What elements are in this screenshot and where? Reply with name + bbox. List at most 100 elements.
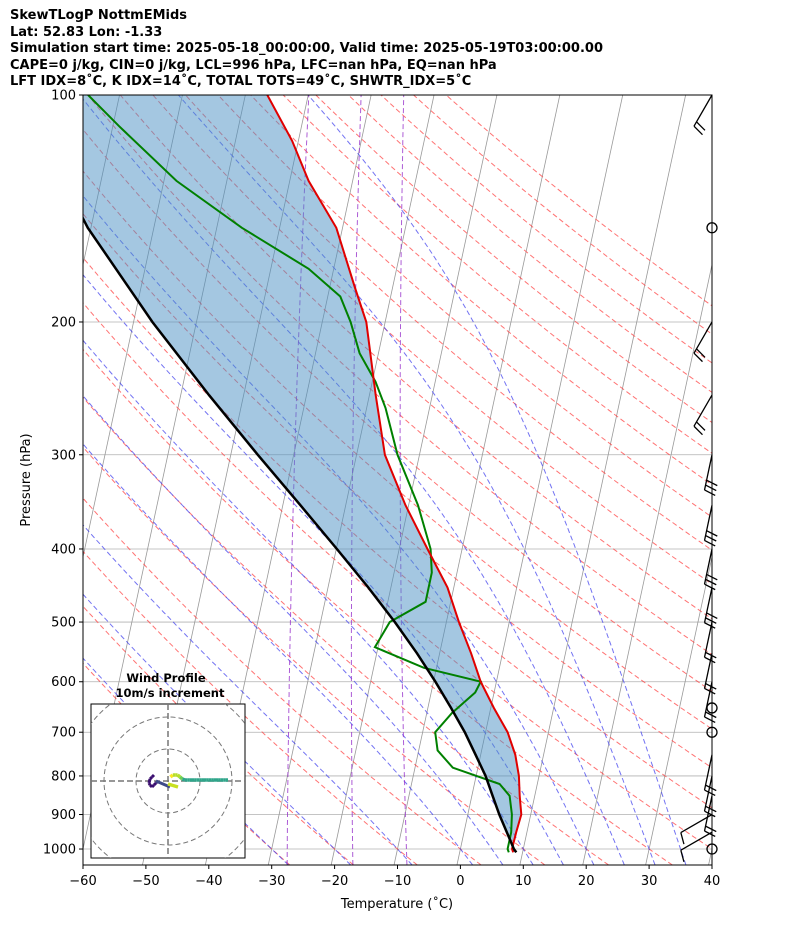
x-tick-label: −30: [258, 874, 285, 889]
wind-barb: [703, 621, 717, 664]
barb-staff: [703, 775, 713, 812]
barb-staff: [693, 394, 713, 427]
time-line: Simulation start time: 2025-05-18_00:00:…: [10, 41, 603, 56]
barb-staff: [693, 321, 713, 354]
hodograph-subtitle: 10m/s increment: [116, 686, 225, 700]
y-axis-label: Pressure (hPa): [19, 433, 34, 526]
x-tick-label: 40: [704, 874, 721, 889]
dewpoint-line: [87, 95, 513, 853]
isotherm-line: [708, 847, 712, 865]
barb-feather: [704, 489, 716, 497]
hodograph-segment: [152, 781, 158, 787]
hodograph-segment: [147, 782, 152, 786]
y-tick-label: 100: [51, 89, 76, 104]
barb-feather: [693, 425, 703, 436]
dry-adiabat-line: [83, 256, 712, 809]
dry-adiabat-line: [83, 497, 482, 865]
barb-feather: [704, 687, 716, 695]
barb-feather: [705, 784, 717, 792]
y-tick-label: 400: [51, 542, 76, 557]
wind-barb: [703, 681, 717, 723]
barb-staff: [703, 548, 713, 585]
x-axis-ticks: −60 −50 −40 −30 −20 −10 0 10 20 30 40: [69, 865, 720, 889]
hodograph-segment: [148, 775, 154, 781]
hodograph-segment: [169, 773, 174, 779]
barb-feather: [704, 830, 716, 838]
dry-adiabat-line: [83, 605, 354, 865]
barb-feather: [706, 573, 718, 581]
hodograph-segment: [147, 778, 152, 784]
chart-title-block: SkewTLogP NottmEMids Lat: 52.83 Lon: -1.…: [10, 8, 603, 91]
wind-barb: [703, 775, 717, 818]
barb-feather: [704, 656, 716, 664]
y-tick-label: 200: [51, 315, 76, 330]
barb-feather: [706, 530, 718, 537]
barb-feather: [706, 479, 718, 487]
hodograph-segment: [148, 783, 154, 789]
moist-adiabat-line: [83, 524, 413, 865]
hodograph-segment: [150, 773, 156, 779]
hodograph-plot: [91, 704, 245, 858]
dry-adiabat-line: [250, 95, 712, 486]
dry-adiabat-line: [83, 348, 673, 865]
y-tick-label: 300: [51, 448, 76, 463]
y-tick-label: 1000: [43, 843, 76, 858]
x-tick-label: −60: [69, 874, 96, 889]
barb-staff: [703, 653, 713, 689]
wind-barb: [703, 754, 717, 797]
y-tick-label: 900: [51, 808, 76, 823]
x-tick-label: 20: [578, 874, 595, 889]
barb-feather: [705, 711, 717, 719]
moist-adiabat-line: [83, 98, 625, 865]
barb-feather: [705, 484, 717, 492]
isotherm-line: [330, 95, 498, 865]
hodograph-segment: [181, 777, 186, 782]
barb-feather: [705, 805, 717, 813]
barb-feather: [705, 617, 717, 624]
barb-feather: [696, 121, 706, 131]
isotherm-line: [393, 95, 561, 865]
barb-feather: [704, 810, 716, 818]
y-axis-ticks: 100 200 300 400 500 600 700 800 900 1000: [43, 89, 83, 858]
barb-feather: [704, 789, 716, 797]
barb-feather: [704, 622, 716, 629]
barb-staff: [703, 454, 713, 491]
y-tick-label: 700: [51, 726, 76, 741]
x-tick-label: −10: [384, 874, 411, 889]
barb-staff: [703, 587, 713, 623]
barb-feather: [705, 682, 717, 690]
dry-adiabat-line: [87, 95, 712, 656]
hodograph-inset: Wind Profile 10m/s increment: [90, 671, 246, 859]
wind-barb: [693, 394, 713, 436]
barb-feather: [704, 716, 716, 723]
hodograph-segment: [150, 783, 156, 789]
wind-barb: [703, 505, 718, 547]
x-tick-label: 0: [456, 874, 464, 889]
moist-adiabat-line: [83, 339, 534, 865]
wind-barb: [706, 222, 718, 234]
wind-barb: [706, 843, 718, 855]
dry-adiabat-line: [119, 95, 712, 620]
barb-feather: [693, 352, 703, 363]
cape-line: CAPE=0 j/kg, CIN=0 j/kg, LCL=996 hPa, LF…: [10, 57, 497, 73]
calm-wind-circle: [706, 726, 718, 738]
dry-adiabat-line: [83, 446, 546, 865]
barb-feather: [696, 421, 706, 431]
y-tick-label: 600: [51, 675, 76, 690]
hodograph-segment: [155, 779, 171, 789]
wind-barb: [706, 726, 718, 738]
wind-barb: [703, 454, 718, 497]
hodograph-segment: [178, 775, 184, 781]
x-tick-label: 30: [641, 874, 658, 889]
cape-shaded-area: [83, 95, 522, 853]
profile-series: [83, 95, 523, 854]
wind-barb: [703, 587, 718, 629]
isotherm-line: [645, 554, 712, 865]
isotherm-line: [582, 262, 712, 865]
barb-feather: [693, 125, 703, 136]
chart-title: SkewTLogP NottmEMids: [10, 8, 188, 23]
hodograph-segment: [176, 773, 182, 779]
x-axis-label: Temperature (˚C): [340, 896, 453, 912]
barb-feather: [696, 348, 706, 358]
